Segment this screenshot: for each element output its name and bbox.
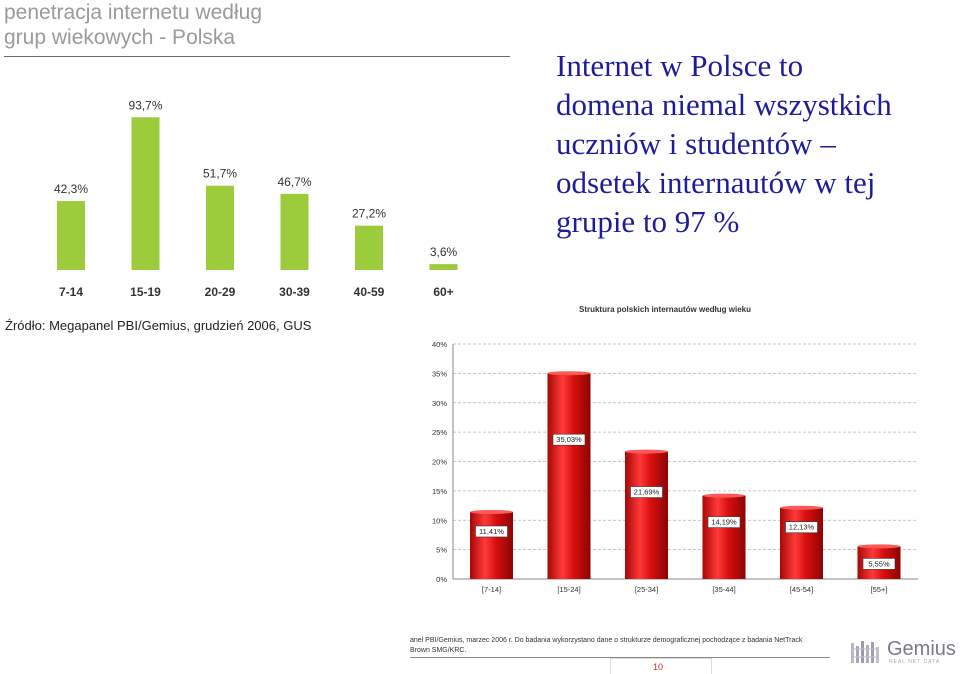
value-label-box (707, 516, 741, 528)
page-number-frame (610, 658, 712, 674)
category-label: [45-54] (790, 585, 813, 594)
bar-30-39 (280, 193, 309, 270)
bar-cap (470, 509, 513, 514)
value-label-box (552, 433, 586, 446)
value-label-box (630, 486, 663, 498)
bar-value-label: 14,19% (711, 518, 737, 527)
y-tick-label: 35% (432, 369, 447, 378)
bar-[35-44] (702, 495, 746, 579)
structure-chart-title: Struktura polskich internautów według wi… (578, 305, 752, 314)
y-tick-label: 30% (432, 399, 447, 408)
headline-line5: grupie to 97 % (556, 204, 740, 239)
slide-headline: Internet w Polsce to domena niemal wszys… (556, 46, 956, 241)
y-tick-label: 40% (432, 340, 447, 349)
category-label: [35-44] (712, 585, 735, 594)
bar-value-label: 12,13% (789, 523, 815, 532)
gemius-logo-tagline: REAL NET DATA (889, 659, 941, 665)
headline-line3: uczniów i studentów – (556, 126, 836, 161)
source-note: Źródło: Megapanel PBI/Gemius, grudzień 2… (5, 318, 312, 333)
y-tick-label: 5% (436, 546, 447, 555)
headline-line1: Internet w Polsce to (556, 48, 804, 83)
page-number: 10 (653, 662, 664, 672)
y-tick-label: 20% (432, 458, 447, 467)
bar-value-label: 35,03% (556, 435, 582, 444)
penetration-bar-chart: 42,3% 7-14 93,7% 15-19 51,7% 20-29 46,7% 30-39 2… (54, 98, 458, 299)
bar-cap (857, 544, 901, 549)
structure-bar-chart: 0% 5% 10% 15% 20% 25% 30% 35% 40% 11,41% [7-14] 35,… (432, 340, 918, 594)
bar-value-label: 93,7% (128, 98, 162, 112)
bar-value-label: 5,55% (868, 559, 890, 568)
category-label: [55+] (871, 585, 888, 594)
footer-divider (410, 657, 830, 658)
bar-60+ (429, 264, 458, 270)
bar-value-label: 51,7% (203, 167, 237, 181)
bar-cap (625, 449, 668, 454)
category-label: [15-24] (557, 585, 580, 594)
y-tick-label: 15% (432, 487, 447, 496)
y-tick-label: 25% (432, 428, 447, 437)
category-label: 60+ (433, 285, 453, 299)
bar-value-label: 3,6% (430, 245, 458, 259)
bar-value-label: 21,69% (634, 488, 660, 497)
category-label: 30-39 (279, 285, 310, 299)
category-label: 15-19 (130, 285, 161, 299)
y-tick-label: 0% (436, 575, 447, 584)
bar-cap (547, 371, 591, 376)
footnote-line2: Brown SMG/KRC. (410, 647, 467, 654)
gemius-logo-icon (851, 641, 879, 663)
bar-[45-54] (780, 507, 823, 579)
footnote: anel PBI/Gemius, marzec 2006 r. Do badan… (410, 636, 802, 656)
category-label: [25-34] (635, 585, 658, 594)
category-label: [7-14] (482, 585, 501, 594)
bar-15-19 (131, 117, 160, 270)
category-label: 20-29 (205, 285, 236, 299)
bar-cap (702, 493, 746, 498)
bar-[7-14] (470, 511, 513, 579)
bar-20-29 (206, 185, 234, 270)
bar-value-label: 42,3% (54, 182, 88, 196)
bar-cap (780, 505, 823, 510)
category-label: 7-14 (59, 285, 83, 299)
chart-title-line2: grup wiekowych - Polska (4, 26, 236, 49)
bar-[15-24] (547, 373, 591, 579)
headline-line2: domena niemal wszystkich (556, 87, 892, 122)
bar-value-label: 27,2% (352, 207, 386, 221)
bar-value-label: 11,41% (479, 527, 504, 536)
bar-40-59 (355, 225, 383, 270)
category-label: 40-59 (354, 285, 385, 299)
chart-title-line1: penetracja internetu według (4, 1, 263, 24)
value-label-box (785, 521, 818, 534)
bar-[25-34] (625, 451, 668, 579)
bar-value-label: 46,7% (277, 175, 311, 189)
value-label-box (475, 525, 508, 538)
value-label-box (862, 558, 896, 570)
footnote-line1: anel PBI/Gemius, marzec 2006 r. Do badan… (410, 637, 803, 644)
y-tick-label: 10% (432, 516, 447, 525)
bar-7-14 (57, 201, 85, 270)
title-divider (4, 56, 510, 57)
chart-title: penetracja internetu według grup wiekowy… (4, 0, 504, 50)
headline-line4: odsetek internautów w tej (556, 165, 876, 200)
gemius-logo-text: Gemius (887, 638, 956, 660)
